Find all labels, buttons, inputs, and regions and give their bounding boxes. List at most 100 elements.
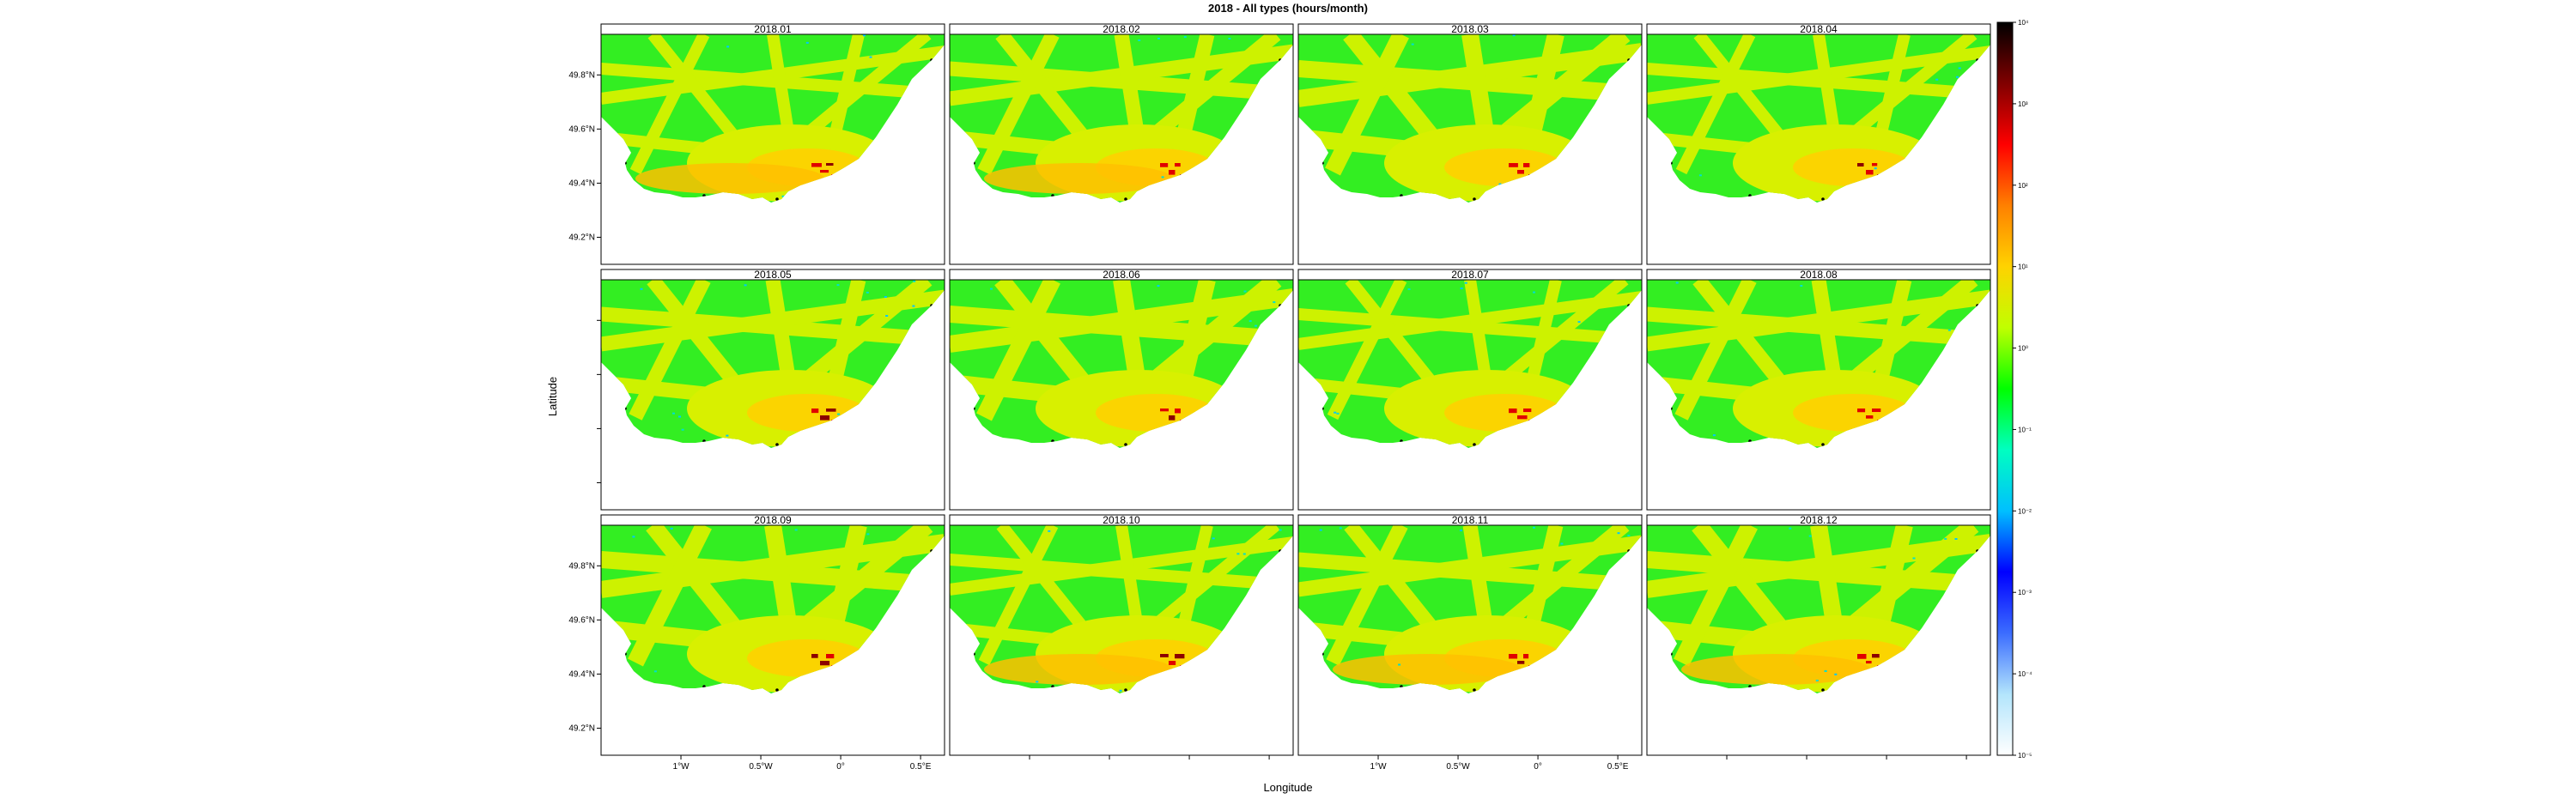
- hotspot-cell: [1169, 170, 1176, 175]
- hotspot-cell: [1523, 163, 1530, 167]
- hotspot-cell: [1175, 163, 1181, 167]
- x-axis-label: Longitude: [1263, 781, 1312, 794]
- low-density-cell: [1460, 288, 1463, 290]
- hotspot-cell: [1523, 654, 1529, 659]
- panel-title: 2018.12: [1800, 514, 1838, 526]
- shipping-lane: [629, 280, 711, 421]
- hotspot-cell: [1175, 654, 1185, 659]
- colorbar-tick-label: 10⁻⁴: [2018, 670, 2032, 678]
- low-density-cell: [1464, 281, 1467, 284]
- hotspot-cell: [826, 654, 835, 659]
- hotspot-cell: [1517, 415, 1528, 420]
- density-map: [601, 280, 945, 448]
- colorbar-tick-label: 10³: [2018, 100, 2028, 108]
- low-density-cell: [1560, 542, 1564, 545]
- low-density-cell: [1334, 411, 1337, 414]
- low-density-cell: [1273, 301, 1276, 304]
- low-density-cell: [990, 288, 993, 290]
- shipping-lane: [1647, 45, 1990, 105]
- hotspot-cell: [1160, 654, 1169, 657]
- hotspot-cell: [1509, 654, 1518, 659]
- low-density-cell: [1954, 538, 1958, 540]
- low-density-cell: [1808, 535, 1812, 537]
- panel-frame: [1297, 279, 1643, 511]
- low-density-cell: [912, 305, 915, 307]
- winter-zone: [1681, 654, 1870, 685]
- low-density-cell: [1944, 537, 1947, 540]
- low-density-cell: [1119, 689, 1122, 692]
- shipping-lane: [1647, 63, 1990, 100]
- shipping-lane: [629, 34, 710, 175]
- panel-frame: [949, 279, 1294, 511]
- panel-2018.01: 2018.01: [600, 23, 945, 265]
- colorbar-tick-label: 10¹: [2018, 263, 2028, 271]
- panel-2018.10: 2018.10: [949, 514, 1294, 756]
- shipping-lane: [601, 63, 945, 100]
- low-density-cell: [1958, 67, 1961, 70]
- panel-2018.05: 2018.05: [600, 269, 945, 511]
- y-tick-label: 49.4°N: [568, 179, 595, 188]
- port-point: [1821, 688, 1825, 692]
- x-tick-label: 1°W: [1370, 762, 1388, 772]
- hotspot-cell: [1509, 163, 1518, 167]
- hotspot-cell: [811, 163, 822, 167]
- low-density-cell: [866, 533, 870, 536]
- low-density-cell: [1824, 670, 1827, 672]
- low-density-cell: [1617, 532, 1620, 535]
- low-density-cell: [1815, 680, 1819, 681]
- low-density-cell: [1627, 535, 1631, 537]
- axes: 49.8°N 49.6°N 49.4°N 49.2°N 49.8°N 49.6°N 49.4…: [568, 70, 1967, 772]
- hotspot-cell: [826, 409, 836, 412]
- shipping-lane: [1674, 280, 1757, 421]
- panel-title: 2018.02: [1103, 23, 1140, 35]
- hotspot-cell: [811, 409, 819, 414]
- low-density-cell: [1407, 288, 1411, 290]
- shipping-lane: [1298, 291, 1642, 350]
- low-density-cell: [1183, 36, 1187, 39]
- port-point: [1473, 688, 1476, 692]
- hotspot-cell: [1517, 170, 1524, 174]
- panel-2018.04: 2018.04: [1646, 23, 1991, 265]
- low-density-cell: [1533, 526, 1535, 529]
- hotspot-cell: [1866, 415, 1874, 419]
- port-point: [1473, 197, 1476, 201]
- low-density-cell: [1157, 285, 1160, 288]
- low-density-cell: [1577, 321, 1581, 324]
- panel-frame: [1646, 33, 1991, 265]
- hotspot-cell: [1169, 661, 1176, 665]
- hotspot-cell: [1160, 409, 1170, 412]
- low-density-cell: [1789, 527, 1792, 530]
- hotspot-cell: [1872, 163, 1878, 166]
- panel-2018.06: 2018.06: [949, 269, 1294, 511]
- low-density-cell: [1956, 76, 1959, 78]
- y-tick-label: 49.2°N: [568, 723, 595, 733]
- low-density-cell: [884, 296, 887, 298]
- hotspot-cell: [820, 661, 830, 666]
- low-density-cell: [1279, 529, 1282, 531]
- panel-2018.12: 2018.12: [1646, 514, 1991, 756]
- x-tick-label: 0.5°E: [1607, 762, 1629, 772]
- y-tick-label: 49.6°N: [568, 124, 595, 134]
- low-density-cell: [1533, 291, 1535, 294]
- low-density-cell: [1698, 174, 1702, 177]
- low-density-cell: [863, 34, 866, 37]
- shipping-lane: [976, 280, 1060, 421]
- panel-frame: [1646, 279, 1991, 511]
- shipping-lane: [950, 554, 1293, 591]
- hotspot-cell: [1175, 409, 1181, 414]
- panel-2018.08: 2018.08: [1646, 269, 1991, 511]
- colorbar-tick-label: 10²: [2018, 182, 2028, 190]
- panel-frame: [600, 33, 945, 265]
- y-tick-label: 49.4°N: [568, 669, 595, 679]
- y-tick-label: 49.2°N: [568, 233, 595, 242]
- port-point: [1821, 443, 1825, 446]
- port-point: [1473, 443, 1476, 446]
- y-tick-label: 49.8°N: [568, 70, 595, 80]
- low-density-cell: [681, 428, 684, 431]
- density-map: [1647, 34, 1990, 203]
- low-density-cell: [869, 56, 872, 58]
- colorbar-tick-label: 10⁻¹: [2018, 426, 2032, 433]
- panel-2018.03: 2018.03: [1297, 23, 1643, 265]
- low-density-cell: [885, 315, 889, 317]
